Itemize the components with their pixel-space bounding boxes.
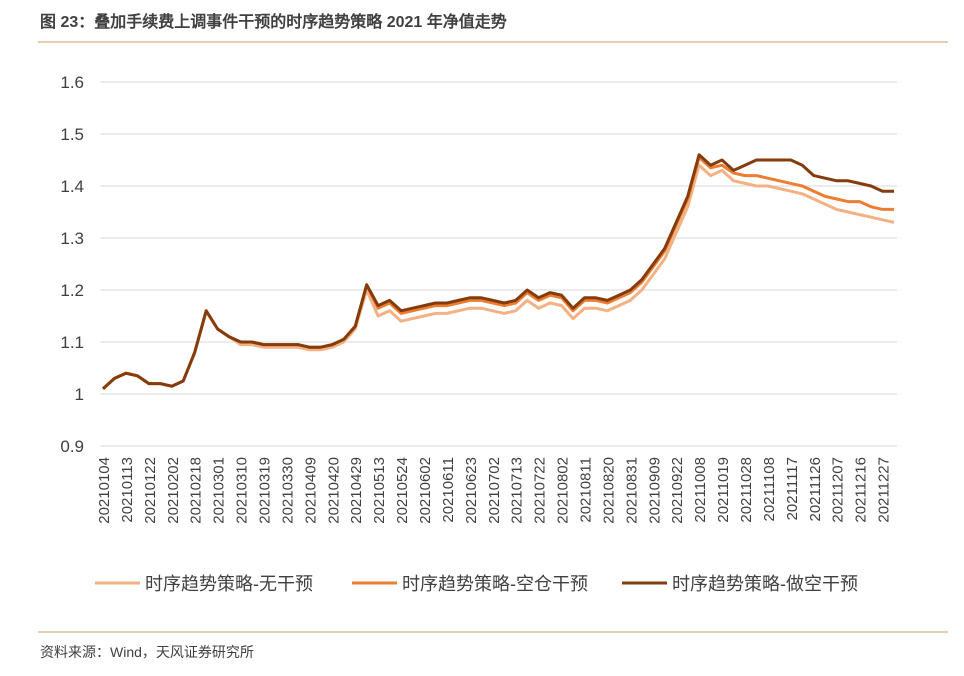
x-tick-label: 20211108: [761, 457, 778, 522]
legend-label: 时序趋势策略-空仓干预: [402, 574, 588, 594]
y-tick-label: 1: [75, 385, 84, 404]
x-tick-label: 20210429: [348, 457, 365, 524]
x-tick-label: 20210513: [371, 457, 388, 524]
series-line: [101, 153, 894, 390]
x-tick-label: 20211216: [853, 457, 870, 523]
x-tick-label: 20210122: [142, 457, 159, 524]
x-tick-label: 20211019: [715, 457, 732, 523]
x-tick-label: 20210218: [188, 457, 205, 524]
x-tick-label: 20210301: [211, 457, 228, 524]
x-tick-label: 20210319: [256, 457, 273, 524]
x-tick-label: 20210104: [96, 457, 113, 524]
x-tick-label: 20210909: [646, 457, 663, 524]
y-tick-label: 1.5: [60, 125, 84, 144]
x-tick-label: 20210831: [623, 457, 640, 524]
x-tick-label: 20210722: [532, 457, 549, 524]
x-tick-label: 20211126: [807, 457, 824, 522]
legend-label: 时序趋势策略-做空干预: [672, 574, 858, 594]
x-tick-label: 20211008: [692, 457, 709, 523]
x-tick-label: 20210713: [509, 457, 526, 524]
x-tick-label: 20210802: [555, 457, 572, 524]
y-tick-label: 1.2: [60, 281, 84, 300]
x-tick-label: 20210409: [302, 457, 319, 524]
x-tick-label: 20211028: [738, 457, 755, 523]
chart-title: 图 23：叠加手续费上调事件干预的时序趋势策略 2021 年净值走势: [40, 12, 507, 31]
x-tick-label: 20210811: [577, 457, 594, 523]
x-tick-label: 20210702: [486, 457, 503, 524]
y-tick-label: 1.3: [60, 229, 84, 248]
series-line: [101, 155, 894, 390]
legend-label: 时序趋势策略-无干预: [145, 574, 313, 594]
x-tick-label: 20210602: [417, 457, 434, 524]
x-tick-label: 20210611: [440, 457, 457, 523]
source-note: 资料来源：Wind，天风证券研究所: [40, 644, 254, 660]
x-tick-label: 20210420: [325, 457, 342, 524]
x-tick-label: 20211117: [784, 457, 801, 520]
y-tick-label: 1.6: [60, 73, 84, 92]
x-tick-label: 20211207: [830, 457, 847, 523]
series-line: [101, 163, 895, 390]
x-tick-label: 20210330: [279, 457, 296, 524]
y-tick-label: 1.1: [60, 333, 84, 352]
x-tick-label: 20210202: [165, 457, 182, 524]
x-tick-label: 20210113: [119, 457, 136, 523]
x-tick-label: 20210310: [234, 457, 251, 524]
y-tick-label: 1.4: [60, 177, 84, 196]
x-tick-label: 20210820: [600, 457, 617, 524]
x-tick-label: 20210524: [394, 457, 411, 524]
x-tick-label: 20210922: [669, 457, 686, 524]
x-tick-label: 20211227: [876, 457, 893, 523]
x-tick-label: 20210623: [463, 457, 480, 524]
y-tick-label: 0.9: [60, 437, 84, 456]
